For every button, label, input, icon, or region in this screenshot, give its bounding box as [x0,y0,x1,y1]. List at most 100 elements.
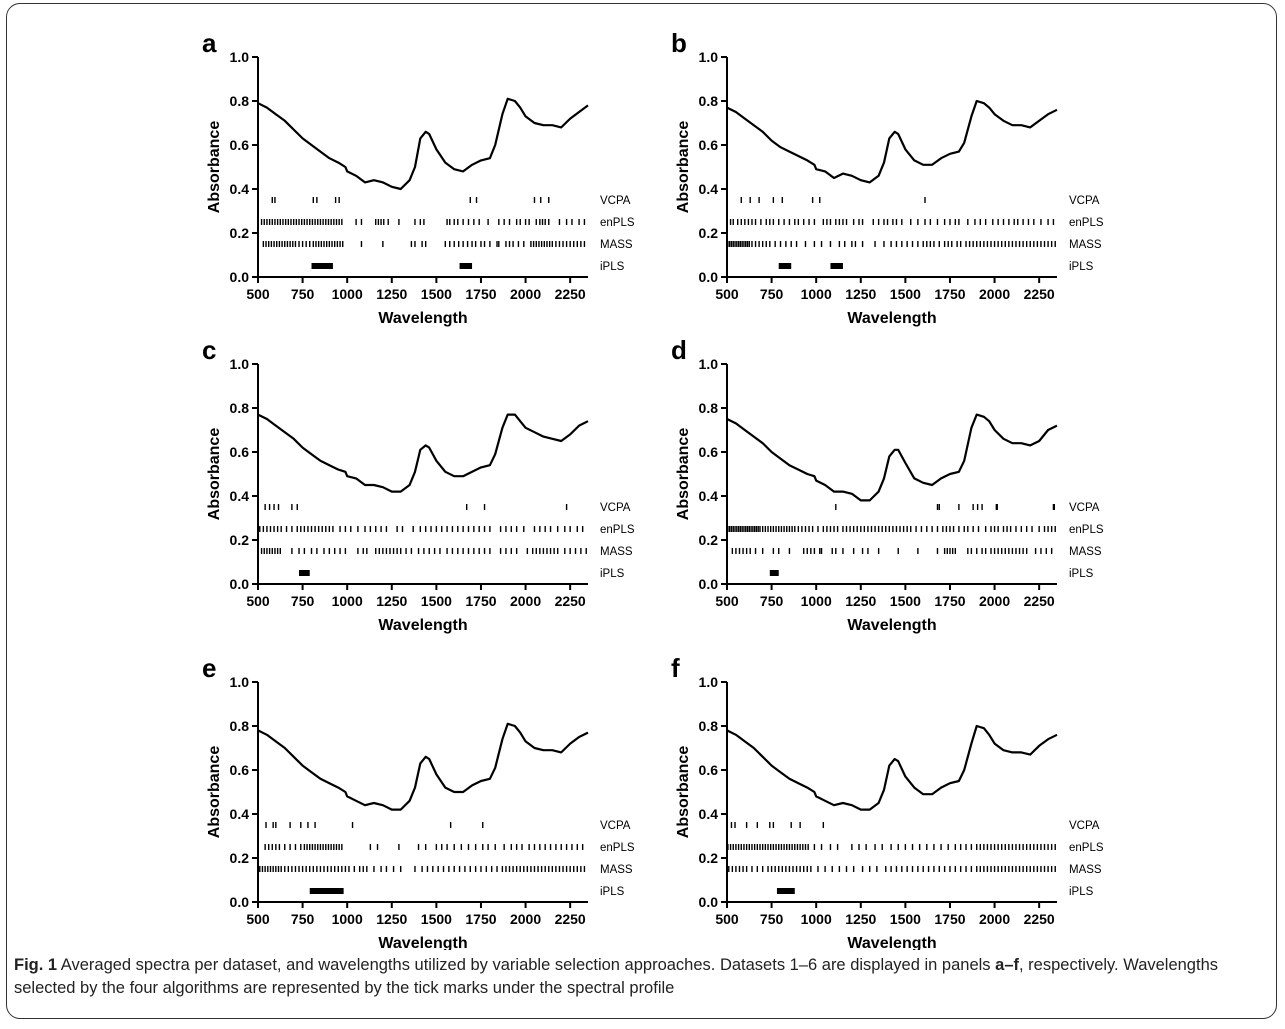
x-tick-label: 1250 [376,286,407,302]
y-tick-label: 0.0 [699,576,719,592]
panel-letter: d [671,335,687,365]
y-tick-label: 1.0 [230,356,250,372]
x-tick-label: 2250 [1024,593,1055,609]
selection-row-label: VCPA [600,502,631,514]
panel-letter: e [202,653,216,683]
y-tick-label: 0.0 [699,269,719,285]
x-axis-label: Wavelength [847,310,936,327]
selection-row-label: VCPA [600,820,631,832]
caption-text-2: , respectively. Wavelengths selected by … [14,956,1218,997]
x-tick-label: 1500 [890,911,921,927]
y-tick-label: 0.4 [230,806,250,822]
x-tick-label: 1000 [332,286,363,302]
x-tick-label: 2250 [555,911,586,927]
y-axis-label: Absorbance [675,428,692,521]
x-tick-label: 1250 [845,593,876,609]
x-tick-label: 750 [760,286,784,302]
y-tick-label: 0.2 [230,225,250,241]
y-tick-label: 1.0 [230,49,250,65]
selection-row-label: enPLS [600,524,635,536]
selection-row-label: iPLS [1069,261,1094,273]
x-tick-label: 1250 [376,911,407,927]
x-tick-label: 1500 [890,593,921,609]
selection-row-label: enPLS [600,842,635,854]
y-tick-label: 0.8 [699,718,719,734]
y-tick-label: 0.6 [699,762,719,778]
spectrum-line [257,722,589,811]
x-axis-label: Wavelength [378,935,467,950]
selection-row-label: MASS [1069,864,1102,876]
figure-frame [6,3,1277,1019]
x-tick-label: 1500 [890,286,921,302]
selection-row-label: MASS [600,546,633,558]
y-tick-label: 0.6 [699,444,719,460]
x-axis-label: Wavelength [378,310,467,327]
selection-band-ipls [309,888,344,894]
spectrum-line [726,99,1058,184]
x-tick-label: 1250 [376,593,407,609]
panel-a: a 0.0 0.2 0.4 0.6 0.8 1.0 500 750 1000 1250 1500 175… [202,28,635,327]
x-tick-label: 1000 [801,911,832,927]
y-tick-label: 0.2 [699,850,719,866]
x-tick-label: 500 [715,593,739,609]
caption-text-1: Averaged spectra per dataset, and wavele… [57,956,996,974]
y-tick-label: 0.0 [230,576,250,592]
y-tick-label: 0.2 [230,850,250,866]
caption-panels: a–f [995,956,1019,974]
selection-band-ipls [459,263,473,269]
selection-row-label: MASS [1069,546,1102,558]
y-tick-label: 0.4 [230,181,250,197]
selection-row-label: iPLS [600,886,625,898]
x-tick-label: 1500 [421,593,452,609]
selection-row-label: enPLS [1069,217,1104,229]
y-tick-label: 0.2 [230,532,250,548]
y-tick-label: 0.8 [230,400,250,416]
figure-panels: a 0.0 0.2 0.4 0.6 0.8 1.0 500 750 1000 1250 1500 175… [202,28,1104,950]
x-tick-label: 2250 [555,593,586,609]
panel-e: e 0.0 0.2 0.4 0.6 0.8 1.0 500 750 1000 1250 1500 175… [202,653,635,950]
selection-row-label: MASS [600,864,633,876]
x-tick-label: 1500 [421,911,452,927]
x-tick-label: 1750 [465,911,496,927]
selection-band-ipls [311,263,333,269]
selection-band-ipls [299,570,310,576]
x-tick-label: 1750 [465,593,496,609]
selection-row-label: enPLS [1069,524,1104,536]
y-axis-label: Absorbance [675,121,692,214]
y-tick-label: 0.6 [230,444,250,460]
y-tick-label: 0.6 [230,137,250,153]
x-tick-label: 500 [246,593,270,609]
y-tick-label: 0.6 [230,762,250,778]
y-axis-label: Absorbance [206,746,223,839]
x-tick-label: 2000 [979,911,1010,927]
selection-row-label: MASS [1069,239,1102,251]
y-tick-label: 0.0 [230,894,250,910]
x-tick-label: 1000 [801,286,832,302]
selection-row-label: MASS [600,239,633,251]
x-tick-label: 1750 [465,286,496,302]
spectrum-line [726,413,1058,502]
x-tick-label: 500 [715,286,739,302]
x-tick-label: 2250 [555,286,586,302]
selection-row-label: enPLS [600,217,635,229]
x-axis-label: Wavelength [847,935,936,950]
x-tick-label: 2250 [1024,911,1055,927]
x-tick-label: 500 [246,286,270,302]
y-tick-label: 0.4 [699,181,719,197]
x-tick-label: 2000 [510,911,541,927]
spectrum-line [257,413,589,493]
panel-f: f 0.0 0.2 0.4 0.6 0.8 1.0 500 750 1000 1250 1500 175… [671,653,1104,950]
y-tick-label: 1.0 [230,674,250,690]
selection-band-ipls [769,570,779,576]
panel-d: d 0.0 0.2 0.4 0.6 0.8 1.0 500 750 1000 1250 1500 175… [671,335,1104,634]
caption-label: Fig. 1 [14,956,58,974]
x-tick-label: 2000 [979,286,1010,302]
x-axis-label: Wavelength [378,617,467,634]
spectrum-line [257,97,589,191]
y-tick-label: 0.4 [230,488,250,504]
y-tick-label: 0.4 [699,806,719,822]
y-tick-label: 0.4 [699,488,719,504]
selection-band-ipls [776,888,795,894]
x-axis-label: Wavelength [847,617,936,634]
y-tick-label: 1.0 [699,674,719,690]
